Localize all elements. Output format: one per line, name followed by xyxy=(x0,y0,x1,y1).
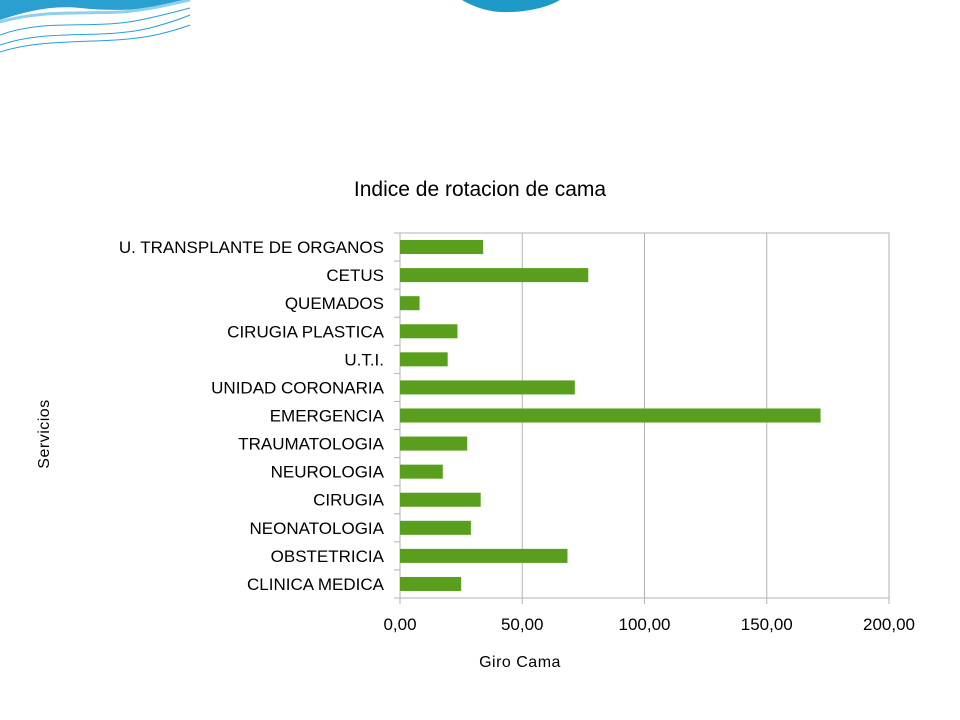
y-category-label: CETUS xyxy=(326,266,384,285)
x-tick-label: 150,00 xyxy=(741,615,793,634)
bar xyxy=(400,520,471,535)
bar xyxy=(400,268,589,283)
bar xyxy=(400,436,468,451)
y-category-label: TRAUMATOLOGIA xyxy=(238,435,384,454)
bar xyxy=(400,324,458,339)
y-category-label: OBSTETRICIA xyxy=(271,547,385,566)
x-axis-title: Giro Cama xyxy=(479,654,561,671)
y-category-label: NEONATOLOGIA xyxy=(250,519,385,538)
y-category-label: EMERGENCIA xyxy=(270,407,385,426)
bar xyxy=(400,296,420,311)
x-tick-label: 50,00 xyxy=(501,615,544,634)
bar xyxy=(400,352,448,367)
y-axis-title: Servicios xyxy=(36,399,53,469)
bar xyxy=(400,380,575,395)
chart-title: Indice de rotacion de cama xyxy=(353,178,607,201)
bar xyxy=(400,492,481,507)
header-wave-decoration xyxy=(0,0,560,53)
bar xyxy=(400,240,484,255)
bar xyxy=(400,548,568,563)
y-category-label: U. TRANSPLANTE DE ORGANOS xyxy=(119,238,384,257)
y-category-label: CLINICA MEDICA xyxy=(247,575,385,594)
y-category-label: UNIDAD CORONARIA xyxy=(211,378,385,397)
bar xyxy=(400,464,443,479)
x-tick-label: 0,00 xyxy=(383,615,416,634)
y-category-label: CIRUGIA xyxy=(313,491,385,510)
y-category-label: U.T.I. xyxy=(344,350,384,369)
y-category-label: QUEMADOS xyxy=(285,294,384,313)
y-category-label: CIRUGIA PLASTICA xyxy=(227,322,384,341)
bar xyxy=(400,408,821,423)
y-category-label: NEUROLOGIA xyxy=(271,463,385,482)
bar xyxy=(400,576,462,591)
x-tick-label: 200,00 xyxy=(863,615,915,634)
x-tick-label: 100,00 xyxy=(619,615,671,634)
